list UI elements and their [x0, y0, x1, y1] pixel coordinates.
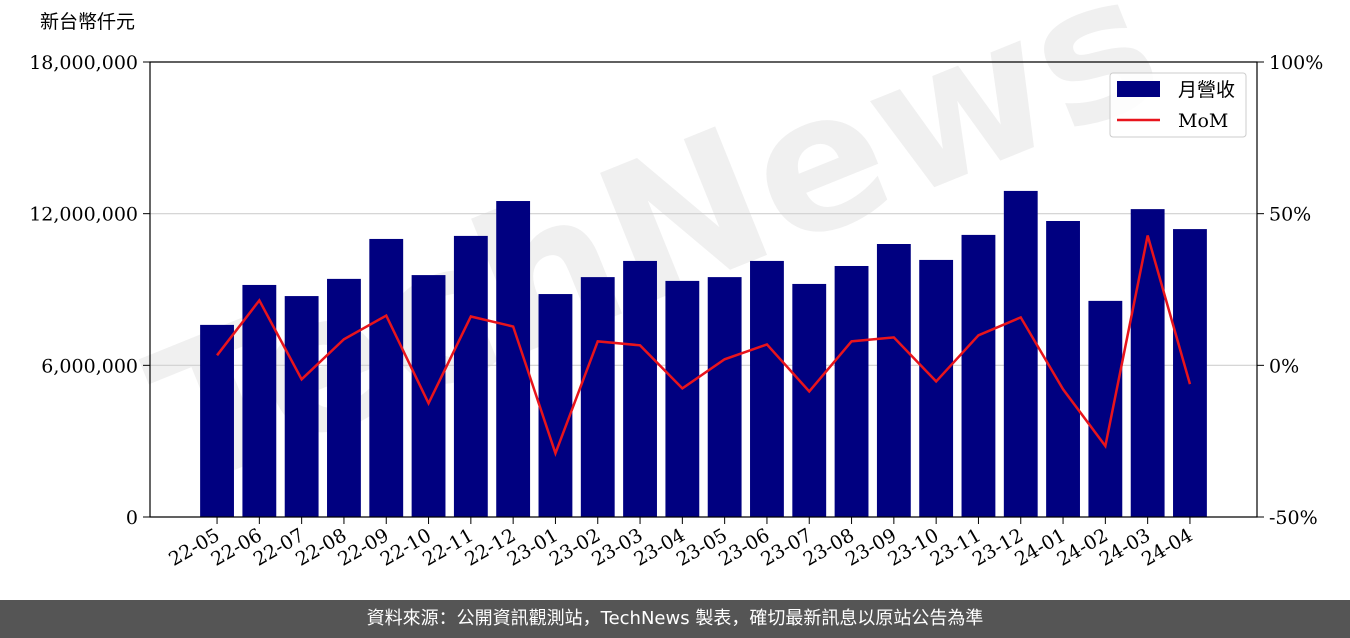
bar	[453, 235, 488, 517]
bar	[1003, 190, 1038, 517]
bar	[580, 277, 615, 517]
bar	[1130, 209, 1165, 517]
bar	[665, 280, 700, 517]
bar	[919, 259, 954, 517]
legend-label: MoM	[1178, 110, 1228, 132]
y-tick-label: 6,000,000	[41, 355, 138, 377]
bar	[961, 234, 996, 517]
y2-tick-label: 100%	[1269, 52, 1323, 74]
bar	[242, 284, 277, 517]
y-tick-label: 12,000,000	[29, 204, 138, 226]
bar	[1173, 229, 1207, 517]
bar	[538, 294, 573, 517]
plot-frame	[149, 61, 1258, 518]
bar	[750, 260, 784, 517]
bar	[1088, 300, 1123, 517]
bar	[834, 265, 869, 517]
bar	[327, 278, 361, 517]
footer: 資料來源：公開資訊觀測站，TechNews 製表，確切最新訊息以原站公告為準	[0, 600, 1350, 638]
line	[216, 235, 1192, 458]
y-tick-label: 0	[126, 507, 138, 529]
bar	[411, 275, 446, 517]
bar	[876, 244, 911, 517]
legend-swatch	[1117, 81, 1160, 97]
y2-tick-label: 50%	[1269, 204, 1311, 226]
y2-tick-label: 0%	[1269, 355, 1299, 377]
y2-tick-label: -50%	[1269, 507, 1318, 529]
bar	[792, 283, 827, 517]
bar	[369, 238, 404, 517]
legend-label: 月營收	[1178, 79, 1235, 101]
chart: 新台幣仟元 TechNews 06,000,00012,000,00018,00…	[29, 0, 1323, 571]
bar	[284, 296, 319, 517]
y-axis-label: 新台幣仟元	[40, 11, 135, 33]
bar	[707, 277, 742, 517]
y-tick-label: 18,000,000	[29, 52, 138, 74]
bar	[200, 324, 234, 517]
bar	[623, 260, 657, 517]
